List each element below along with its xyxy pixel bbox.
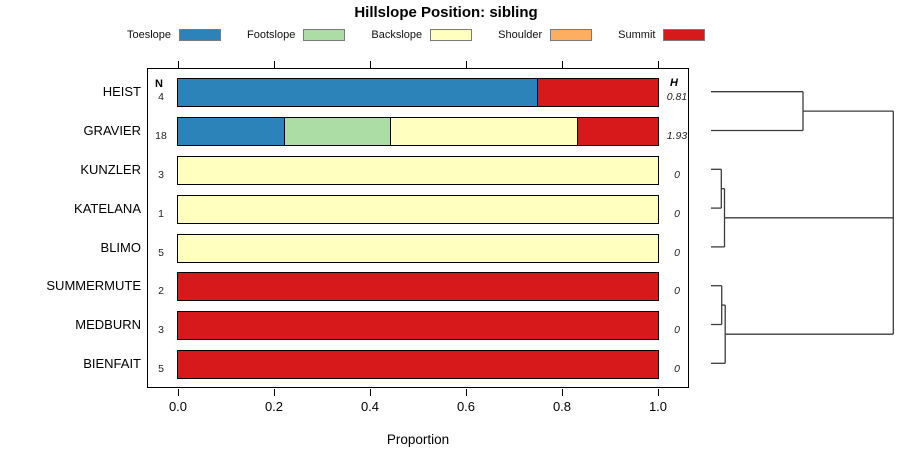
top-tick bbox=[465, 61, 467, 68]
h-value: 1.93 bbox=[666, 130, 688, 143]
top-tick bbox=[657, 61, 659, 68]
stacked-bar-bienfait bbox=[177, 350, 659, 379]
legend: Toeslope Footslope Backslope Shoulder Summit bbox=[127, 28, 706, 41]
bar-segment-toeslope bbox=[178, 118, 285, 146]
bar-segment-summit bbox=[178, 351, 658, 378]
n-value: 1 bbox=[158, 207, 164, 220]
legend-label: Toeslope bbox=[127, 28, 172, 41]
stacked-bar-summermute bbox=[177, 272, 659, 302]
row-label-heist: HEIST bbox=[102, 84, 141, 100]
legend-swatch-summit bbox=[663, 28, 706, 41]
legend-swatch-toeslope bbox=[179, 28, 222, 41]
h-value: 0 bbox=[674, 168, 680, 181]
legend-label: Backslope bbox=[371, 28, 423, 41]
bar-segment-backslope bbox=[178, 156, 658, 184]
bar-segment-toeslope bbox=[178, 79, 538, 107]
h-value: 0 bbox=[674, 324, 680, 337]
legend-swatch-backslope bbox=[430, 28, 473, 41]
legend-label: Footslope bbox=[247, 28, 296, 41]
h-value: 0.81 bbox=[666, 91, 688, 104]
stacked-bar-katelana bbox=[177, 194, 659, 224]
legend-label: Shoulder bbox=[498, 28, 543, 41]
legend-item-summit: Summit bbox=[618, 28, 706, 41]
legend-item-shoulder: Shoulder bbox=[498, 28, 593, 41]
x-tick-label: 0.8 bbox=[552, 399, 572, 414]
row-label-blimo: BLIMO bbox=[100, 239, 141, 255]
n-column-header: N bbox=[155, 78, 163, 90]
bottom-tick bbox=[369, 389, 371, 396]
bar-segment-summit bbox=[178, 273, 658, 301]
stacked-bar-heist bbox=[177, 78, 659, 108]
x-tick-label: 0.2 bbox=[264, 399, 284, 414]
h-value: 0 bbox=[674, 246, 680, 259]
h-value: 0 bbox=[674, 207, 680, 220]
bar-segment-summit bbox=[577, 118, 658, 146]
legend-item-backslope: Backslope bbox=[371, 28, 473, 41]
bar-segment-backslope bbox=[391, 118, 578, 146]
n-value: 5 bbox=[158, 363, 164, 375]
bar-segment-backslope bbox=[178, 195, 658, 223]
n-value: 3 bbox=[158, 168, 164, 181]
top-tick bbox=[369, 61, 371, 68]
x-tick-label: 1.0 bbox=[648, 399, 668, 414]
row-label-medburn: MEDBURN bbox=[75, 317, 141, 333]
n-value: 3 bbox=[158, 324, 164, 337]
bar-segment-backslope bbox=[178, 234, 658, 262]
bottom-tick bbox=[465, 389, 467, 396]
bottom-tick bbox=[177, 389, 179, 396]
row-label-kunzler: KUNZLER bbox=[80, 161, 141, 177]
h-column-header: H bbox=[670, 77, 678, 89]
x-tick-label: 0.0 bbox=[168, 399, 188, 414]
stacked-bar-gravier bbox=[177, 117, 659, 147]
h-value: 0 bbox=[674, 285, 680, 298]
row-label-katelana: KATELANA bbox=[74, 200, 141, 216]
row-label-summermute: SUMMERMUTE bbox=[46, 278, 141, 294]
chart-title: Hillslope Position: sibling bbox=[354, 4, 538, 21]
n-value: 18 bbox=[155, 130, 167, 143]
stacked-bar-kunzler bbox=[177, 155, 659, 185]
n-value: 5 bbox=[158, 246, 164, 259]
stacked-bar-blimo bbox=[177, 233, 659, 263]
bar-segment-summit bbox=[178, 312, 658, 340]
bottom-tick bbox=[273, 389, 275, 396]
legend-item-toeslope: Toeslope bbox=[127, 28, 222, 41]
legend-label: Summit bbox=[618, 28, 656, 41]
bottom-tick bbox=[657, 389, 659, 396]
top-tick bbox=[273, 61, 275, 68]
row-label-bienfait: BIENFAIT bbox=[83, 356, 141, 371]
legend-item-footslope: Footslope bbox=[247, 28, 346, 41]
top-tick bbox=[177, 61, 179, 68]
legend-swatch-shoulder bbox=[550, 28, 593, 41]
legend-swatch-footslope bbox=[303, 28, 346, 41]
top-tick bbox=[561, 61, 563, 68]
bar-segment-summit bbox=[538, 79, 658, 107]
x-axis-title: Proportion bbox=[386, 432, 450, 447]
bar-segment-footslope bbox=[284, 118, 392, 146]
h-value: 0 bbox=[674, 363, 680, 375]
n-value: 2 bbox=[158, 285, 164, 298]
stacked-bar-medburn bbox=[177, 311, 659, 341]
row-label-gravier: GRAVIER bbox=[83, 123, 141, 139]
bottom-tick bbox=[561, 389, 563, 396]
x-tick-label: 0.6 bbox=[456, 399, 476, 414]
x-tick-label: 0.4 bbox=[360, 399, 380, 414]
n-value: 4 bbox=[158, 91, 164, 104]
